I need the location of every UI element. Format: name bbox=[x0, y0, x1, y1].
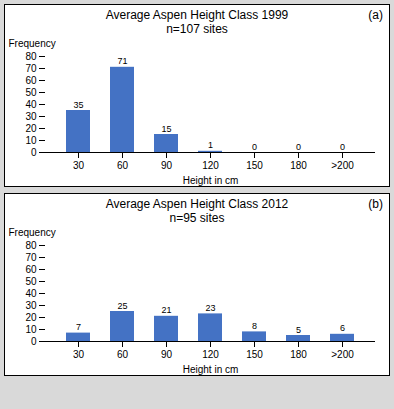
svg-text:7: 7 bbox=[76, 322, 81, 332]
svg-text:35: 35 bbox=[73, 100, 83, 110]
svg-text:Height in cm: Height in cm bbox=[183, 364, 239, 375]
html-text:(a): (a) bbox=[368, 8, 383, 22]
svg-text:>200: >200 bbox=[331, 160, 354, 171]
svg-text:Frequency: Frequency bbox=[9, 38, 56, 49]
svg-text:0: 0 bbox=[31, 147, 37, 158]
svg-text:30: 30 bbox=[73, 160, 85, 171]
svg-text:0: 0 bbox=[296, 142, 301, 152]
svg-text:10: 10 bbox=[25, 324, 37, 335]
svg-text:80: 80 bbox=[25, 51, 37, 62]
svg-text:30: 30 bbox=[25, 111, 37, 122]
svg-text:40: 40 bbox=[25, 288, 37, 299]
svg-text:Frequency: Frequency bbox=[9, 227, 56, 238]
svg-text:120: 120 bbox=[202, 160, 219, 171]
svg-text:50: 50 bbox=[25, 276, 37, 287]
svg-text:150: 150 bbox=[246, 160, 263, 171]
html-text:Average Aspen Height Class 199: Average Aspen Height Class 1999 bbox=[105, 8, 289, 22]
svg-text:150: 150 bbox=[246, 349, 263, 360]
html-text:(b): (b) bbox=[368, 197, 383, 211]
svg-text:180: 180 bbox=[290, 160, 307, 171]
svg-text:60: 60 bbox=[117, 349, 129, 360]
svg-text:60: 60 bbox=[25, 264, 37, 275]
svg-text:60: 60 bbox=[25, 75, 37, 86]
svg-text:0: 0 bbox=[252, 142, 257, 152]
html-text:Average Aspen Height Class 201: Average Aspen Height Class 2012 bbox=[105, 197, 289, 211]
svg-text:30: 30 bbox=[25, 300, 37, 311]
svg-text:8: 8 bbox=[252, 321, 257, 331]
svg-text:>200: >200 bbox=[331, 349, 354, 360]
svg-text:15: 15 bbox=[161, 124, 171, 134]
svg-text:30: 30 bbox=[73, 349, 85, 360]
svg-text:0: 0 bbox=[340, 142, 345, 152]
svg-text:Height in cm: Height in cm bbox=[183, 175, 239, 186]
svg-text:20: 20 bbox=[25, 312, 37, 323]
svg-text:60: 60 bbox=[117, 160, 129, 171]
svg-text:23: 23 bbox=[205, 303, 215, 313]
svg-text:20: 20 bbox=[25, 123, 37, 134]
html-text:n=95 sites: n=95 sites bbox=[169, 211, 225, 225]
svg-text:90: 90 bbox=[161, 349, 173, 360]
svg-text:21: 21 bbox=[161, 305, 171, 315]
svg-text:70: 70 bbox=[25, 63, 37, 74]
svg-text:71: 71 bbox=[117, 56, 127, 66]
svg-text:120: 120 bbox=[202, 349, 219, 360]
svg-text:90: 90 bbox=[161, 160, 173, 171]
svg-text:6: 6 bbox=[340, 323, 345, 333]
svg-text:70: 70 bbox=[25, 252, 37, 263]
svg-text:25: 25 bbox=[117, 301, 127, 311]
svg-text:1: 1 bbox=[208, 140, 213, 150]
svg-text:80: 80 bbox=[25, 240, 37, 251]
html-text:n=107 sites: n=107 sites bbox=[166, 22, 228, 36]
svg-text:180: 180 bbox=[290, 349, 307, 360]
svg-text:40: 40 bbox=[25, 99, 37, 110]
svg-text:5: 5 bbox=[296, 325, 301, 335]
svg-text:50: 50 bbox=[25, 87, 37, 98]
svg-text:0: 0 bbox=[31, 336, 37, 347]
svg-text:10: 10 bbox=[25, 135, 37, 146]
